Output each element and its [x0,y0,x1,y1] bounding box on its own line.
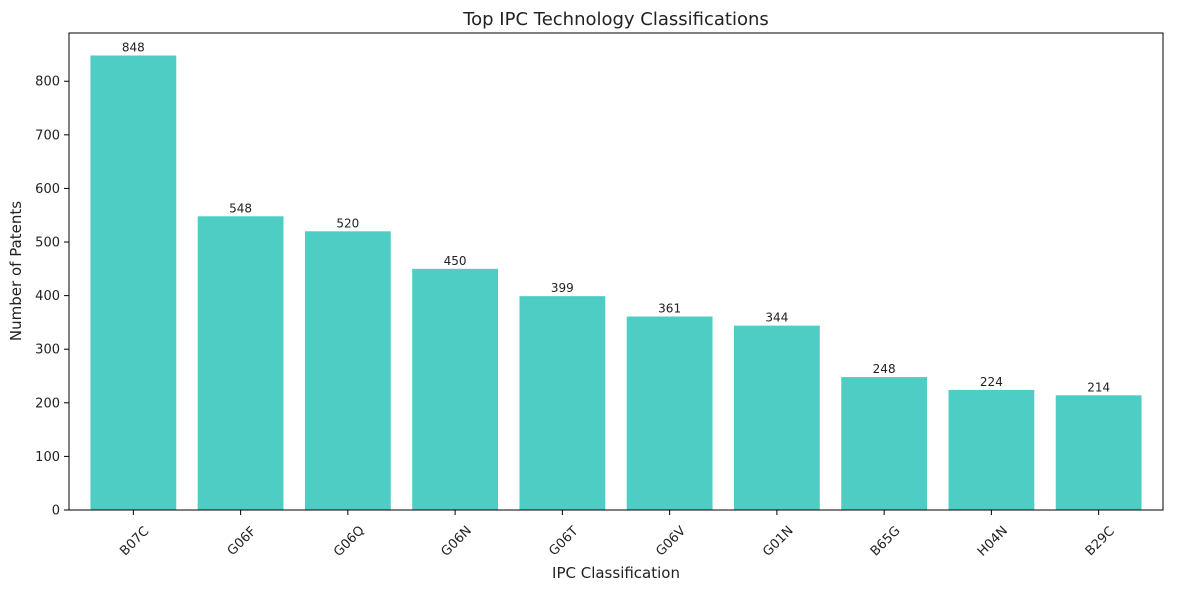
bar-b65g [841,377,927,510]
y-tick-label-600: 600 [35,182,60,197]
x-tick-label-g06q: G06Q [331,523,368,560]
data-label-g01n: 344 [765,311,788,325]
chart-title: Top IPC Technology Classifications [462,9,769,30]
x-tick-label-g06t: G06T [546,524,581,559]
data-label-g06v: 361 [658,302,681,316]
bar-g06n [412,269,498,510]
data-label-b65g: 248 [873,362,896,376]
data-label-g06f: 548 [229,201,252,215]
y-tick-label-300: 300 [35,343,60,358]
x-tick-label-b07c: B07C [117,524,152,559]
x-axis-label: IPC Classification [552,564,680,582]
y-tick-label-800: 800 [35,75,60,90]
y-tick-label-200: 200 [35,396,60,411]
y-axis: 0 100 200 300 400 500 600 700 800 [35,75,69,519]
y-tick-label-0: 0 [52,504,60,519]
x-tick-label-g06n: G06N [438,523,474,559]
y-tick-label-500: 500 [35,236,60,251]
x-tick-label-g06f: G06F [225,524,260,559]
data-label-b29c: 214 [1087,380,1110,394]
data-label-h04n: 224 [980,375,1003,389]
y-tick-label-700: 700 [35,128,60,143]
data-label-b07c: 848 [122,41,145,55]
x-tick-label-b65g: B65G [868,524,904,560]
bar-g06q [305,231,391,510]
bar-g06v [627,317,713,510]
bar-b29c [1056,395,1142,510]
bar-h04n [948,390,1034,510]
bar-g01n [734,326,820,510]
x-tick-label-b29c: B29C [1083,524,1118,559]
data-label-g06q: 520 [336,216,359,230]
bar-g06t [519,296,605,510]
data-label-g06t: 399 [551,281,574,295]
bars-group [90,56,1141,510]
bar-b07c [90,56,176,510]
x-tick-label-h04n: H04N [975,523,1011,559]
x-tick-label-g06v: G06V [653,524,689,560]
y-tick-label-400: 400 [35,289,60,304]
x-tick-label-g01n: G01N [760,523,796,559]
x-axis: B07C G06F G06Q G06N G06T G06V G01N B65G H04N B29C [117,510,1117,560]
bar-g06f [198,216,284,510]
y-axis-label: Number of Patents [7,201,25,341]
data-label-g06n: 450 [444,254,467,268]
y-tick-label-100: 100 [35,450,60,465]
